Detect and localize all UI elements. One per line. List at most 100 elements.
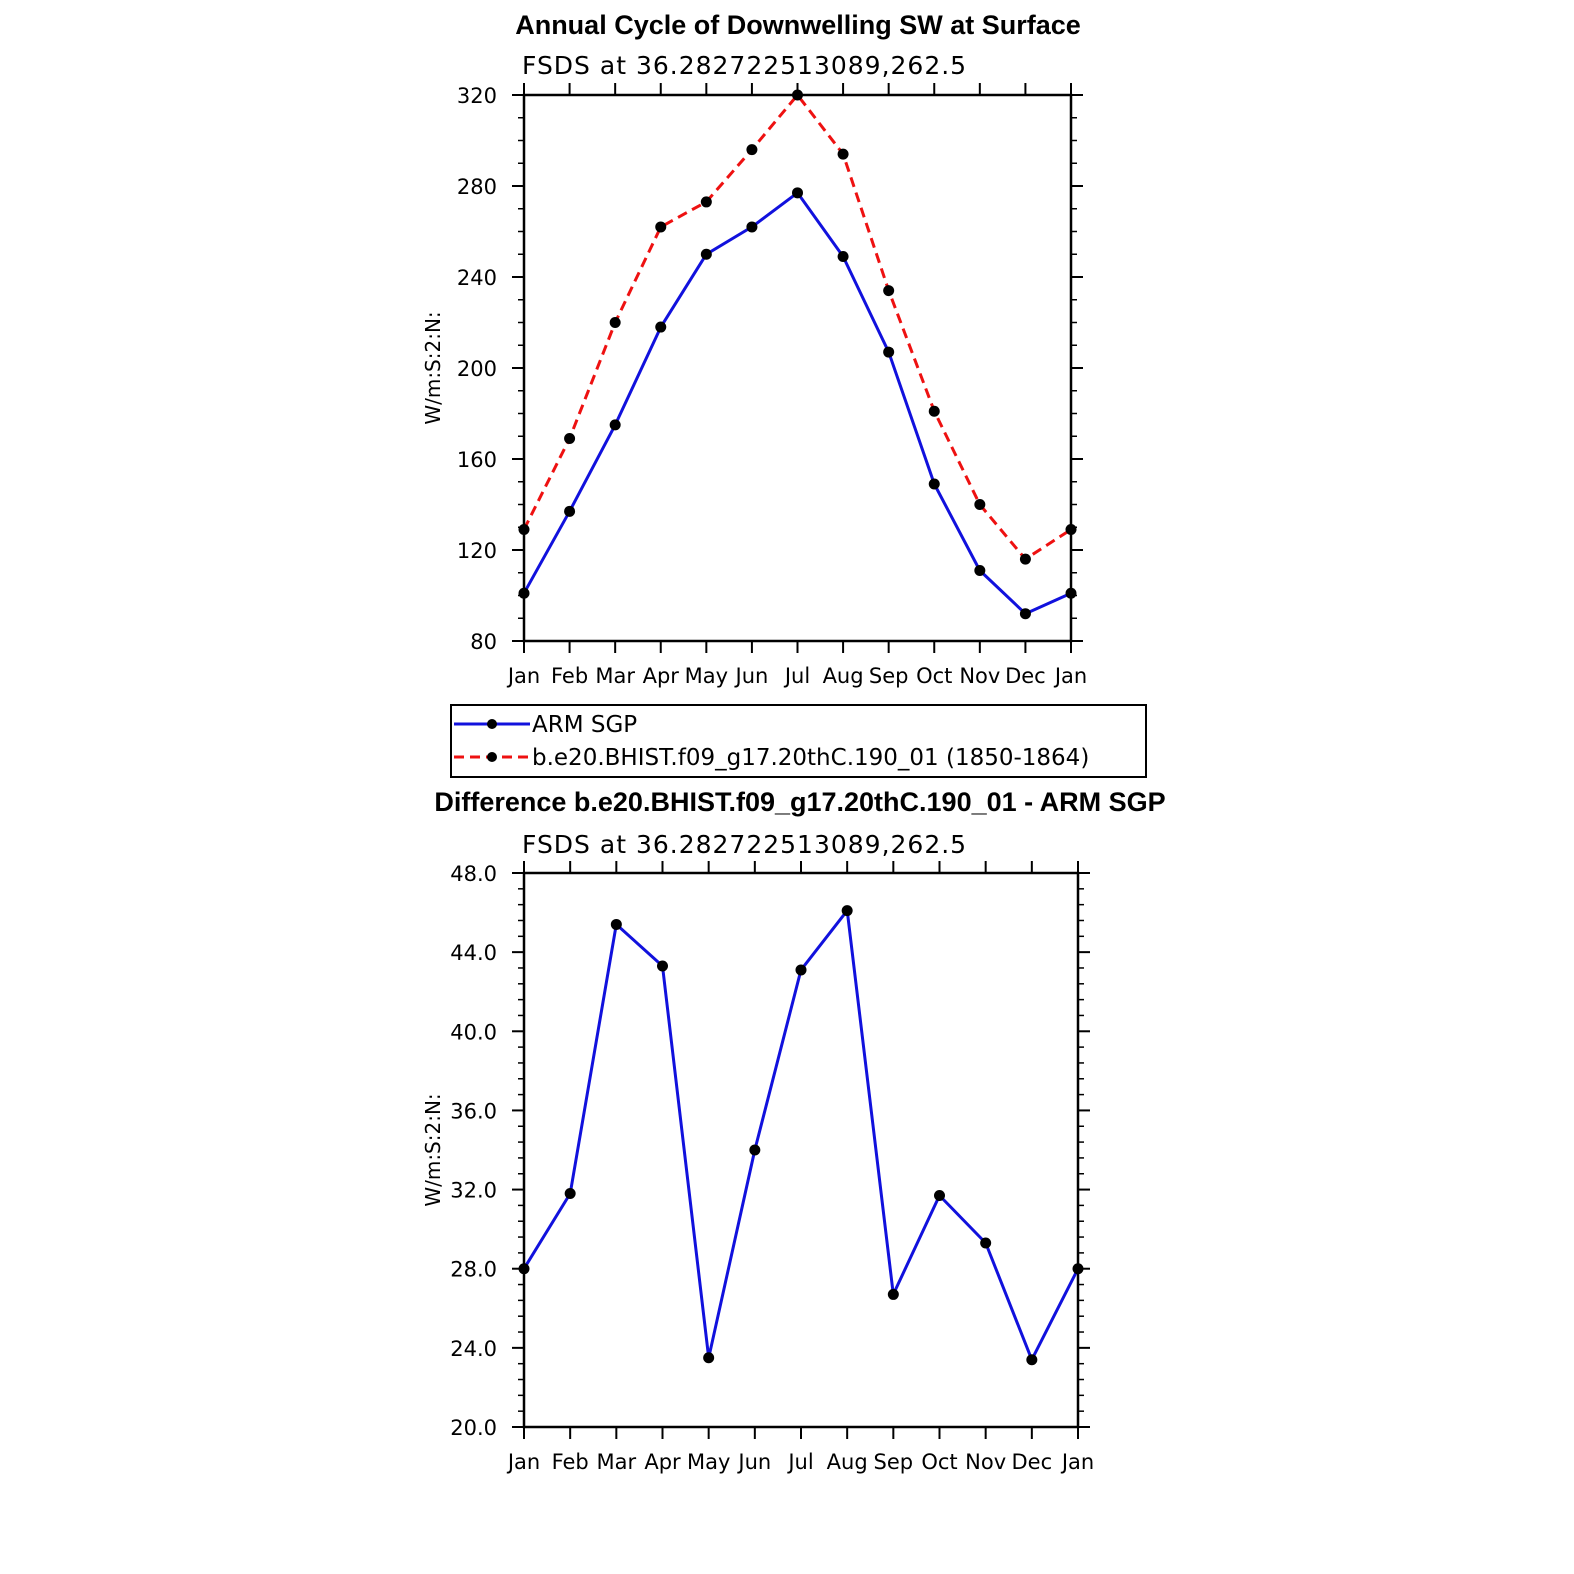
chart2-series-0-marker [980, 1237, 992, 1249]
chart1-series-0-line [522, 191, 1072, 616]
chart1-xtick-label: Nov [959, 664, 1000, 688]
chart2-ytick-label: 48.0 [450, 862, 497, 886]
chart2-frame [522, 871, 1080, 1429]
chart1-series-0-marker [928, 478, 940, 490]
chart1-xtick-label: Aug [823, 664, 864, 688]
chart1-series-0-marker [883, 346, 895, 358]
chart1-series-0-marker [1019, 608, 1031, 620]
chart2-xtick-label: Mar [597, 1450, 637, 1474]
chart2-plot: Jan Feb Mar Apr May Jun Jul Aug Sep Oct Nov Dec Jan 2… [421, 861, 1094, 1474]
chart1-ytick-label: 280 [457, 175, 497, 199]
chart1-series-1-line [522, 93, 1072, 561]
chart1-subtitle: FSDS at 36.282722513089,262.5 [522, 51, 967, 80]
chart2-xtick-label: Jan [1060, 1450, 1094, 1474]
chart2-xtick-label: Feb [552, 1450, 589, 1474]
chart1-series-0-marker [609, 419, 621, 431]
chart1-series-1-marker [609, 317, 621, 328]
chart1-series-1-marker [1019, 553, 1031, 565]
chart1-xtick-label: Oct [916, 664, 952, 688]
chart1-xtick-label: Jan [1053, 664, 1087, 688]
chart2-series-0-marker [610, 918, 622, 930]
chart2-ytick-label: 20.0 [450, 1416, 497, 1440]
chart2-series-0-marker [1072, 1263, 1084, 1275]
chart1-series-0-marker [564, 505, 576, 517]
chart1-xtick-label: Dec [1005, 664, 1046, 688]
chart2-ytick-label: 28.0 [450, 1258, 497, 1282]
chart2-series-0-marker [518, 1263, 530, 1275]
chart1-ytick-label: 320 [457, 84, 497, 108]
chart1-series-0-marker [655, 321, 667, 333]
chart2-ytick-label: 40.0 [450, 1020, 497, 1044]
chart1-series-1-marker [837, 148, 849, 160]
chart2-series-0-marker [657, 960, 668, 972]
legend-obs-label: ARM SGP [532, 712, 637, 738]
chart1-series-0-marker [1065, 587, 1077, 599]
chart1-frame [522, 93, 1073, 643]
chart1-ytick-label: 120 [457, 539, 497, 563]
chart2-xtick-label: May [687, 1450, 730, 1474]
chart1-series-0-marker [974, 564, 986, 576]
chart2-subtitle: FSDS at 36.282722513089,262.5 [522, 830, 967, 859]
chart2-xtick-label: Jan [506, 1450, 540, 1474]
chart1-series-1-marker [792, 89, 803, 101]
chart1-xtick-label: May [685, 664, 728, 688]
chart1-series-0-marker [518, 587, 530, 599]
chart1-series-1-marker [564, 433, 576, 445]
chart1-xtick-label: Feb [551, 664, 588, 688]
chart2-series-0-marker [934, 1190, 945, 1202]
chart1-xtick-label: Jul [783, 664, 810, 688]
legend-model-label: b.e20.BHIST.f09_g17.20thC.190_01 (1850-1… [532, 745, 1089, 771]
chart1-series-0-marker [792, 187, 803, 199]
chart2-series-0-line [522, 909, 1080, 1362]
chart2-series-0-marker [887, 1288, 899, 1300]
chart1-series-1-marker [746, 144, 758, 156]
chart1-ytick-label: 80 [470, 630, 497, 654]
chart1-series-0-marker [746, 221, 758, 233]
chart2-xtick-label: Jul [786, 1450, 813, 1474]
chart2-xtick-label: Apr [644, 1450, 681, 1474]
chart1-series-0-marker [700, 248, 712, 260]
chart2-ytick-label: 44.0 [450, 941, 497, 965]
chart2-series-0-marker [795, 964, 807, 976]
chart1-xtick-label: Jun [734, 664, 769, 688]
chart2-series-0-marker [749, 1144, 761, 1156]
chart1-series-0-marker [837, 251, 849, 263]
chart2-ytick-label: 32.0 [450, 1179, 497, 1203]
chart2-title: Difference b.e20.BHIST.f09_g17.20thC.190… [434, 787, 1165, 817]
chart1-legend: ARM SGP b.e20.BHIST.f09_g17.20thC.190_01… [450, 704, 1147, 778]
chart1-series-1-marker [974, 499, 986, 510]
chart2-series-0-marker [564, 1188, 576, 1200]
chart2-series-0-marker [841, 905, 853, 917]
chart1-series-1-marker [518, 524, 530, 536]
chart2-xtick-label: Aug [827, 1450, 868, 1474]
legend-model-marker [487, 752, 497, 762]
chart1-plot: Jan Feb Mar Apr May Jun Jul Aug Sep Oct Nov Dec Jan 8… [421, 83, 1087, 688]
chart2-series-0-marker [703, 1352, 715, 1364]
chart2-xtick-label: Dec [1012, 1450, 1053, 1474]
chart1-series-1-marker [1065, 524, 1077, 536]
legend-box [450, 704, 1147, 778]
chart2-xtick-label: Sep [874, 1450, 914, 1474]
chart1-xtick-label: Jan [506, 664, 540, 688]
chart2-ylabel: W/m:S:2:N: [421, 1093, 445, 1206]
chart2-xtick-label: Jun [736, 1450, 771, 1474]
chart2-ytick-label: 36.0 [450, 1099, 497, 1123]
chart1-ytick-label: 200 [457, 357, 497, 381]
chart1-series-1-marker [655, 221, 667, 233]
chart2-xtick-label: Nov [965, 1450, 1006, 1474]
chart2-xtick-label: Oct [921, 1450, 957, 1474]
chart1-xtick-label: Apr [643, 664, 680, 688]
chart2-series-0-marker [1026, 1354, 1038, 1366]
chart1-ytick-label: 160 [457, 448, 497, 472]
chart1-ytick-label: 240 [457, 266, 497, 290]
legend-obs-marker [487, 719, 497, 729]
chart2-ytick-label: 24.0 [450, 1337, 497, 1361]
chart1-series-1-marker [700, 196, 712, 208]
chart1-title: Annual Cycle of Downwelling SW at Surfac… [515, 10, 1081, 40]
chart1-series-1-marker [883, 285, 895, 297]
chart1-xtick-label: Sep [869, 664, 909, 688]
chart1-xtick-label: Mar [595, 664, 635, 688]
chart1-series-1-marker [928, 405, 940, 417]
chart1-ylabel: W/m:S:2:N: [421, 311, 445, 424]
